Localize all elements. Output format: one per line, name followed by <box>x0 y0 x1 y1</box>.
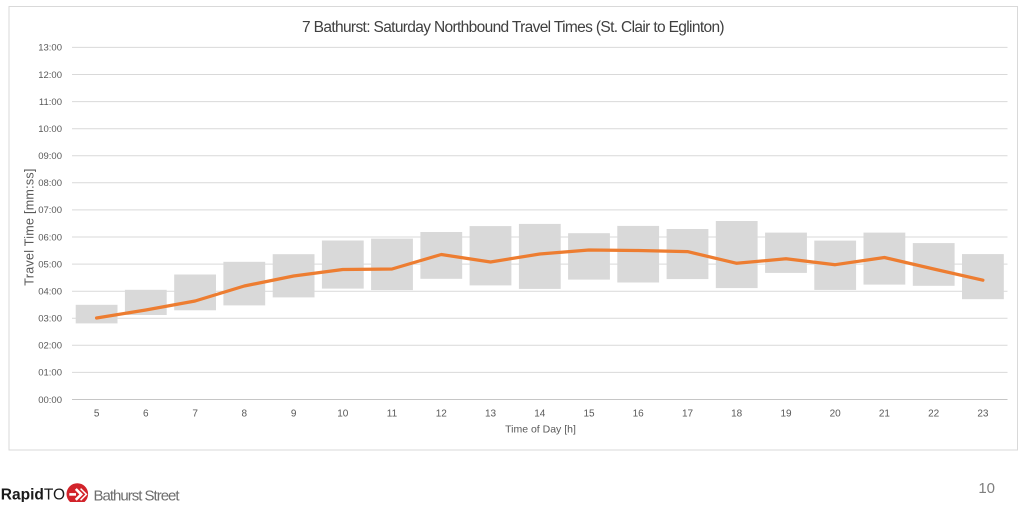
svg-text:00:00: 00:00 <box>38 395 62 406</box>
svg-text:05:00: 05:00 <box>38 259 62 270</box>
svg-text:03:00: 03:00 <box>38 314 62 325</box>
svg-text:19: 19 <box>780 409 792 420</box>
svg-text:13: 13 <box>485 409 497 420</box>
svg-text:11: 11 <box>387 409 398 420</box>
svg-text:12: 12 <box>436 409 448 420</box>
svg-text:20: 20 <box>830 409 842 420</box>
svg-text:01:00: 01:00 <box>38 368 62 379</box>
svg-text:11:00: 11:00 <box>39 97 62 108</box>
svg-text:22: 22 <box>928 409 940 420</box>
svg-text:13:00: 13:00 <box>38 43 62 54</box>
svg-text:02:00: 02:00 <box>38 341 62 352</box>
svg-text:18: 18 <box>731 409 743 420</box>
svg-text:Bathurst Street: Bathurst Street <box>94 487 181 502</box>
svg-text:10:00: 10:00 <box>38 124 62 135</box>
svg-text:Time of Day [h]: Time of Day [h] <box>505 424 576 436</box>
svg-text:6: 6 <box>143 409 149 420</box>
svg-text:17: 17 <box>682 409 694 420</box>
svg-text:06:00: 06:00 <box>38 232 62 243</box>
svg-text:23: 23 <box>977 409 989 420</box>
svg-text:10: 10 <box>337 409 349 420</box>
svg-text:08:00: 08:00 <box>38 178 62 189</box>
svg-text:8: 8 <box>242 409 248 420</box>
svg-text:21: 21 <box>879 409 891 420</box>
svg-text:15: 15 <box>583 409 595 420</box>
svg-text:14: 14 <box>534 409 546 420</box>
svg-text:5: 5 <box>94 409 100 420</box>
svg-text:7 Bathurst: Saturday Northboun: 7 Bathurst: Saturday Northbound Travel T… <box>302 19 724 36</box>
svg-text:04:00: 04:00 <box>38 287 62 298</box>
svg-text:16: 16 <box>633 409 645 420</box>
svg-text:10: 10 <box>978 480 995 497</box>
svg-text:12:00: 12:00 <box>38 70 62 81</box>
svg-text:09:00: 09:00 <box>38 151 62 162</box>
svg-text:Travel Time [mm:ss]: Travel Time [mm:ss] <box>23 168 37 285</box>
svg-text:9: 9 <box>291 409 297 420</box>
svg-text:7: 7 <box>192 409 198 420</box>
svg-text:07:00: 07:00 <box>38 205 62 216</box>
svg-text:RapidTO: RapidTO <box>1 487 65 503</box>
